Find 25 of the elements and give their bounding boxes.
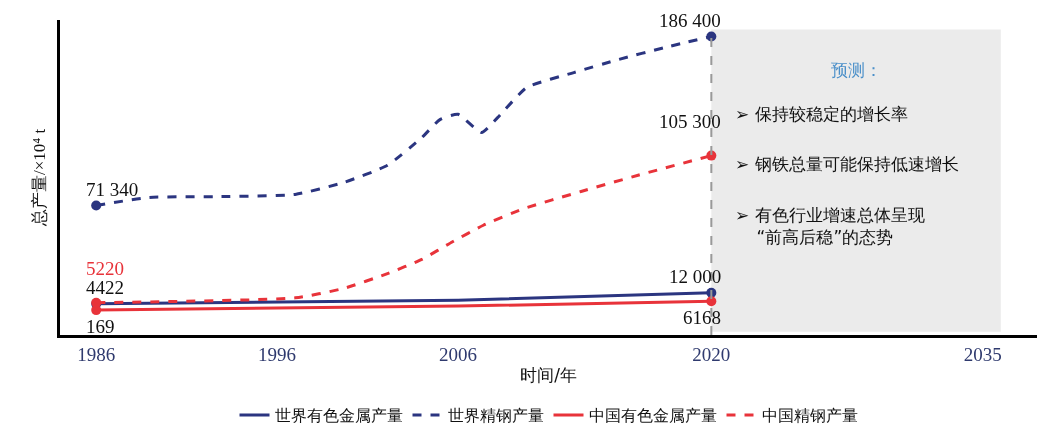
legend-label: 世界有色金属产量 — [274, 406, 403, 426]
y-axis-title: 总产量/×10⁴ t — [29, 128, 49, 228]
band-label: 预测： — [831, 60, 882, 80]
annotation: ➢ 钢铁总量可能保持低速增长 — [735, 154, 959, 174]
legend-label: 中国精钢产量 — [761, 406, 858, 426]
data-label: 169 — [86, 316, 115, 337]
data-label: 5220 — [86, 258, 124, 279]
x-tick-label: 2020 — [692, 343, 731, 365]
data-label: 6168 — [683, 307, 721, 328]
x-axis-title: 时间/年 — [520, 364, 577, 385]
data-label: 105 300 — [659, 111, 721, 132]
x-tick-label: 1986 — [77, 343, 116, 365]
annotation: ➢ 保持较稳定的增长率 — [735, 104, 908, 124]
point — [706, 296, 717, 307]
point — [91, 200, 102, 211]
data-label: 4422 — [86, 277, 124, 298]
data-label: 12 000 — [669, 266, 722, 287]
legend-label: 世界精钢产量 — [447, 406, 544, 426]
data-label: 71 340 — [86, 179, 139, 200]
x-tick-label: 1996 — [258, 343, 297, 365]
annotation: ➢ 有色行业增速总体呈现 “前高后稳”的态势 — [735, 205, 925, 248]
x-tick-label: 2006 — [439, 343, 478, 365]
legend-label: 中国有色金属产量 — [588, 406, 717, 426]
data-label: 186 400 — [659, 10, 721, 31]
x-tick-label: 2035 — [963, 343, 1002, 365]
